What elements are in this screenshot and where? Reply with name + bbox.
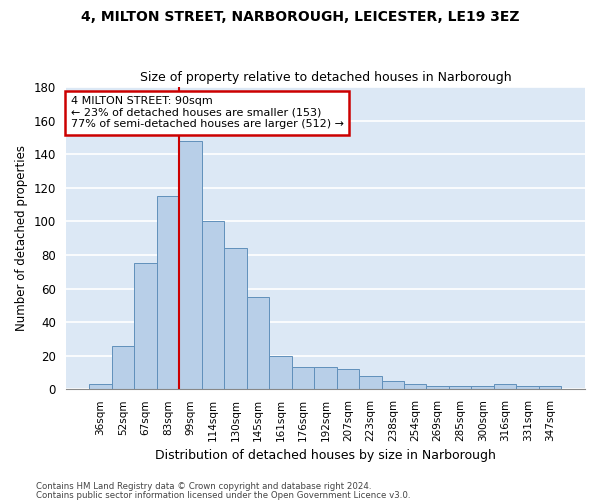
Bar: [179, 141, 202, 390]
Text: Contains public sector information licensed under the Open Government Licence v3: Contains public sector information licen…: [36, 490, 410, 500]
Bar: [404, 384, 427, 390]
Bar: [292, 368, 314, 390]
Bar: [472, 386, 494, 390]
Bar: [427, 386, 449, 390]
Bar: [517, 386, 539, 390]
Text: 4, MILTON STREET, NARBOROUGH, LEICESTER, LE19 3EZ: 4, MILTON STREET, NARBOROUGH, LEICESTER,…: [81, 10, 519, 24]
Bar: [89, 384, 112, 390]
Bar: [314, 368, 337, 390]
Bar: [359, 376, 382, 390]
Bar: [134, 264, 157, 390]
Bar: [112, 346, 134, 390]
Bar: [269, 356, 292, 390]
Bar: [494, 384, 517, 390]
Text: 4 MILTON STREET: 90sqm
← 23% of detached houses are smaller (153)
77% of semi-de: 4 MILTON STREET: 90sqm ← 23% of detached…: [71, 96, 344, 130]
Bar: [247, 297, 269, 390]
Bar: [337, 369, 359, 390]
Bar: [202, 222, 224, 390]
Bar: [539, 386, 562, 390]
Y-axis label: Number of detached properties: Number of detached properties: [15, 145, 28, 331]
Bar: [449, 386, 472, 390]
Title: Size of property relative to detached houses in Narborough: Size of property relative to detached ho…: [140, 72, 511, 85]
Bar: [382, 381, 404, 390]
Text: Contains HM Land Registry data © Crown copyright and database right 2024.: Contains HM Land Registry data © Crown c…: [36, 482, 371, 491]
Bar: [224, 248, 247, 390]
X-axis label: Distribution of detached houses by size in Narborough: Distribution of detached houses by size …: [155, 450, 496, 462]
Bar: [157, 196, 179, 390]
